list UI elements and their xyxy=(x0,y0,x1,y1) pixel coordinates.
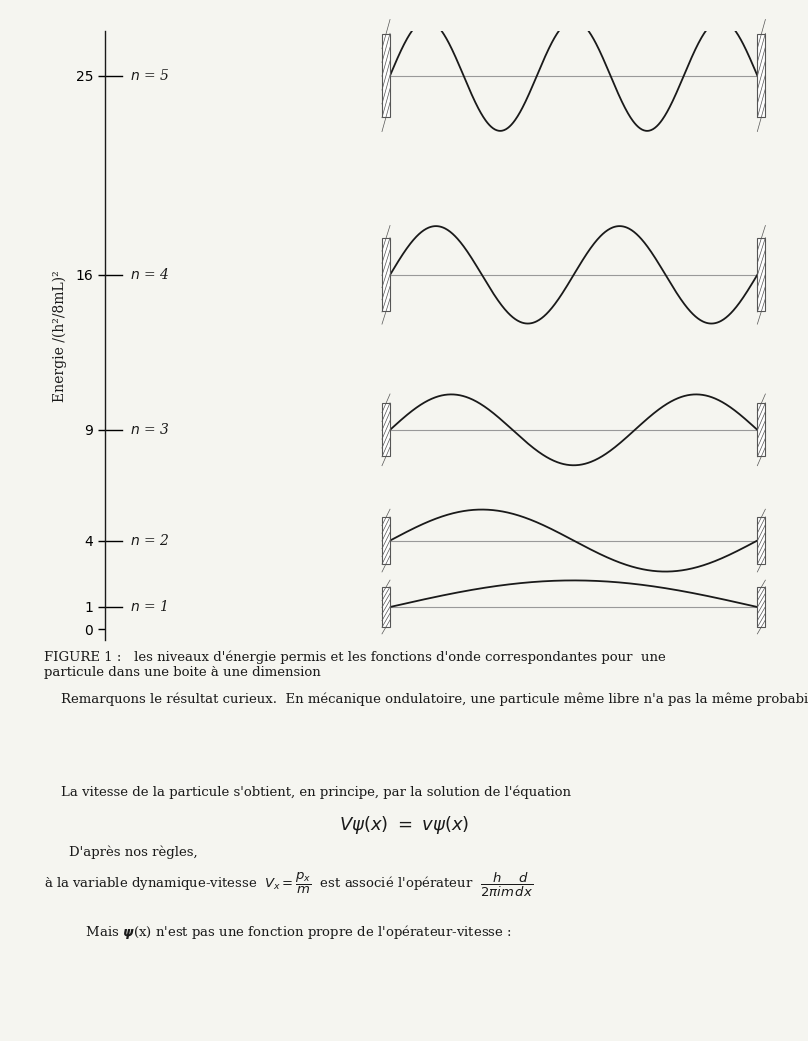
Bar xyxy=(382,238,390,311)
Text: Remarquons le résultat curieux.  En mécanique ondulatoire, une particule même li: Remarquons le résultat curieux. En mécan… xyxy=(44,692,808,706)
Text: particule dans une boite à une dimension: particule dans une boite à une dimension xyxy=(44,666,322,679)
Text: $V\psi(x) \ = \ v\psi(x)$: $V\psi(x) \ = \ v\psi(x)$ xyxy=(339,814,469,836)
Bar xyxy=(757,34,765,117)
Bar xyxy=(757,403,765,456)
Text: $n$ = 3: $n$ = 3 xyxy=(130,423,170,437)
Text: $n$ = 4: $n$ = 4 xyxy=(130,268,169,282)
Bar xyxy=(757,587,765,627)
Bar xyxy=(757,517,765,564)
Y-axis label: Energie /(h²/8mL)²: Energie /(h²/8mL)² xyxy=(53,270,67,402)
Bar xyxy=(382,517,390,564)
Text: D'après nos règles,: D'après nos règles, xyxy=(69,845,197,859)
Text: $n$ = 2: $n$ = 2 xyxy=(130,533,169,548)
Bar xyxy=(382,34,390,117)
Text: $n$ = 1: $n$ = 1 xyxy=(130,600,167,614)
Text: $n$ = 5: $n$ = 5 xyxy=(130,68,169,83)
Text: La vitesse de la particule s'obtient, en principe, par la solution de l'équation: La vitesse de la particule s'obtient, en… xyxy=(44,786,571,799)
Bar xyxy=(382,403,390,456)
Bar xyxy=(757,238,765,311)
Text: FIGURE 1 :   les niveaux d'énergie permis et les fonctions d'onde correspondante: FIGURE 1 : les niveaux d'énergie permis … xyxy=(44,651,666,664)
Text: Mais $\boldsymbol{\psi}$(x) n'est pas une fonction propre de l'opérateur-vitesse: Mais $\boldsymbol{\psi}$(x) n'est pas un… xyxy=(69,923,511,941)
Bar xyxy=(382,587,390,627)
Text: à la variable dynamique-vitesse  $V_x = \dfrac{p_x}{m}$  est associé l'opérateur: à la variable dynamique-vitesse $V_x = \… xyxy=(44,871,533,899)
